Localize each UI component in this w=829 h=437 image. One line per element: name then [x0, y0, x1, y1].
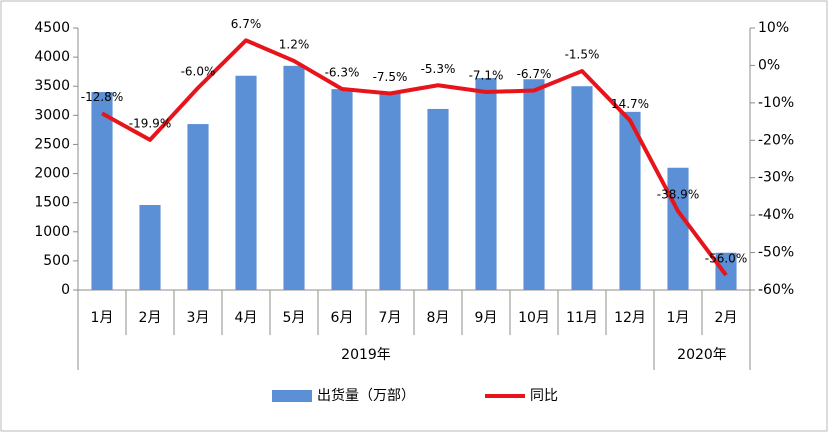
data-label: -19.9% [129, 116, 171, 130]
y-tick-label: 500 [43, 253, 70, 269]
y-tick-label: 1000 [34, 224, 70, 240]
y2-tick-label: -30% [758, 170, 794, 186]
y2-tick-label: 0% [758, 57, 780, 73]
y-tick-label: 3500 [34, 78, 70, 94]
legend-label: 同比 [530, 388, 558, 404]
x-tick-label: 1月 [667, 310, 690, 326]
bar [283, 65, 305, 290]
bar [715, 252, 737, 290]
data-label: -6.3% [325, 66, 360, 80]
bar [427, 108, 449, 290]
data-label: 6.7% [231, 17, 262, 31]
y2-tick-label: -40% [758, 207, 794, 223]
bar [619, 111, 641, 290]
x-tick-label: 8月 [427, 310, 450, 326]
y2-tick-label: -10% [758, 95, 794, 111]
bar [331, 89, 353, 290]
x-group-label: 2019年 [341, 347, 391, 363]
y-tick-label: 4000 [34, 49, 70, 65]
y2-tick-label: 10% [758, 20, 789, 36]
x-tick-label: 11月 [566, 310, 598, 326]
x-tick-label: 10月 [518, 310, 550, 326]
y-tick-label: 3000 [34, 107, 70, 123]
y-tick-label: 2000 [34, 166, 70, 182]
bar [571, 86, 593, 290]
bar [667, 167, 689, 290]
x-tick-label: 2月 [139, 310, 162, 326]
y2-tick-label: -60% [758, 282, 794, 298]
x-tick-label: 4月 [235, 310, 258, 326]
y2-tick-label: -50% [758, 245, 794, 261]
data-label: -5.3% [421, 62, 456, 76]
x-tick-label: 5月 [283, 310, 306, 326]
data-label: -7.1% [469, 69, 504, 83]
bar [475, 78, 497, 291]
x-tick-label: 2月 [715, 310, 738, 326]
bar [523, 79, 545, 290]
x-tick-label: 9月 [475, 310, 498, 326]
bar [187, 124, 209, 290]
x-tick-label: 3月 [187, 310, 210, 326]
data-label: 1.2% [279, 37, 310, 51]
data-label: -6.0% [181, 64, 216, 78]
y-tick-label: 1500 [34, 195, 70, 211]
x-tick-label: 7月 [379, 310, 402, 326]
y-tick-label: 0 [61, 282, 70, 298]
line [101, 38, 728, 277]
data-label: -1.5% [565, 48, 600, 62]
data-label: -38.9% [657, 188, 699, 202]
data-label: -6.7% [517, 67, 552, 81]
x-tick-label: 1月 [91, 310, 114, 326]
x-tick-label: 6月 [331, 310, 354, 326]
bar [91, 92, 113, 291]
data-label: -12.8% [81, 90, 123, 104]
data-label: -7.5% [373, 70, 408, 84]
x-tick-label: 12月 [614, 310, 646, 326]
bar [235, 75, 257, 291]
legend-label: 出货量（万部） [317, 387, 415, 404]
bar [379, 92, 401, 291]
bar [139, 204, 161, 290]
y-tick-label: 4500 [34, 20, 70, 36]
legend-swatch [272, 390, 312, 402]
data-label: 14.7% [611, 97, 649, 111]
y-tick-label: 2500 [34, 136, 70, 152]
data-label: -56.0% [705, 252, 747, 266]
y2-tick-label: -20% [758, 132, 794, 148]
x-group-label: 2020年 [677, 347, 727, 363]
